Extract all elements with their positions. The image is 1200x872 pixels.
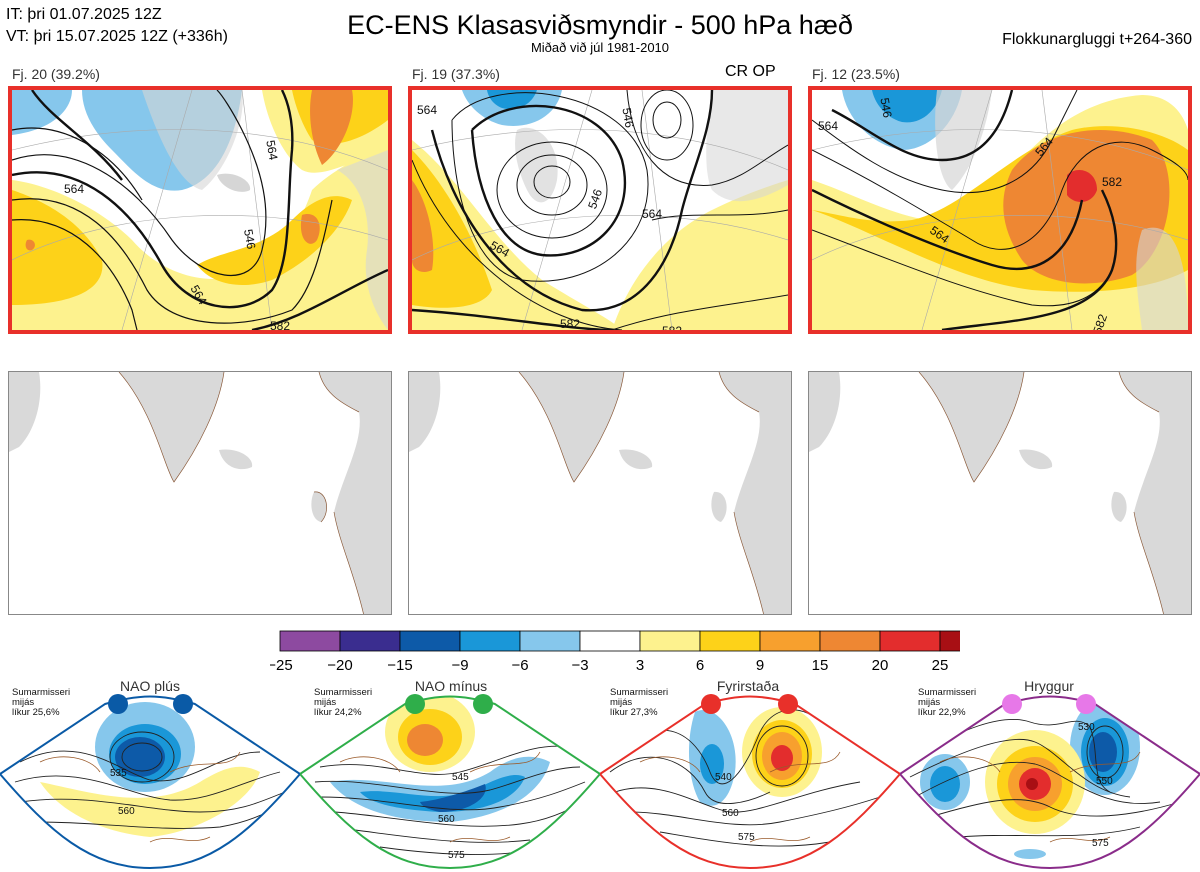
- regime-info: Sumarmisseri mijás líkur 24,2%: [314, 687, 373, 718]
- regime-blocking-chart: 540 560 575: [600, 694, 900, 870]
- colorbar-tick-label: 9: [756, 657, 764, 674]
- cluster-2-map[interactable]: 564 546 546 564 564 582 582: [408, 86, 792, 334]
- contour-label: 535: [110, 768, 127, 779]
- colorbar-swatch: [279, 630, 341, 652]
- colorbar-swatch: [339, 630, 401, 652]
- contour-label: 560: [438, 814, 455, 825]
- operational-tag: CR OP: [725, 63, 776, 80]
- contour-label: 546: [241, 228, 258, 250]
- regime-info: Sumarmisseri mijás líkur 27,3%: [610, 687, 669, 718]
- colorbar-tick-label: 25: [932, 657, 949, 674]
- colorbar-swatch: [819, 630, 881, 652]
- contour-label: 575: [1092, 838, 1109, 849]
- regime-ridge[interactable]: 530 550 575 Sumarmisseri mijás líkur 22,9%…: [900, 672, 1200, 872]
- classification-window: Flokkunargluggi t+264-360: [1002, 31, 1192, 48]
- page-subtitle: Miðað við júl 1981-2010: [530, 40, 670, 55]
- land-map: [9, 372, 391, 614]
- regime-blocking[interactable]: 540 560 575 Sumarmisseri mijás líkur 27,3%…: [600, 672, 900, 872]
- cluster-3-chart: 546 564 564 564 582 582: [812, 90, 1188, 330]
- colorbar-swatch: [639, 630, 701, 652]
- regime-title: NAO mínus: [414, 678, 488, 694]
- cluster-2-chart: 564 546 546 564 564 582 582: [412, 90, 788, 330]
- regime-nao-minus-chart: 545 560 575: [300, 694, 600, 870]
- colorbar: −25 −20 −15 −9 −6 −3 3 6 9 15 20 25: [270, 630, 960, 674]
- regime-nao-plus-chart: 535 560: [0, 694, 300, 870]
- colorbar-tick-label: −20: [327, 657, 352, 674]
- colorbar-swatch: [879, 630, 941, 652]
- colorbar-swatch: [699, 630, 761, 652]
- cluster-2-label: Fj. 19 (37.3%): [412, 66, 500, 82]
- colorbar-swatch: [759, 630, 821, 652]
- colorbar-tick-label: 6: [696, 657, 704, 674]
- regime-info: Sumarmisseri mijás líkur 25,6%: [12, 687, 71, 718]
- contour-label: 582: [662, 324, 682, 330]
- regime-title: Hryggur: [1024, 678, 1074, 694]
- colorbar-tick-label: −3: [571, 657, 588, 674]
- cluster-1-map[interactable]: 564 564 546 564 582: [8, 86, 392, 334]
- cluster-1-label: Fj. 20 (39.2%): [12, 66, 100, 82]
- valid-time: VT: þri 15.07.2025 12Z (+336h): [6, 28, 228, 45]
- colorbar-tick-label: 3: [636, 657, 644, 674]
- colorbar-swatch: [939, 630, 960, 652]
- colorbar-tick-label: −25: [270, 657, 293, 674]
- contour-label: 582: [1090, 312, 1110, 330]
- contour-label: 546: [877, 97, 894, 119]
- colorbar-swatch: [399, 630, 461, 652]
- contour-label: 560: [118, 806, 135, 817]
- regime-info: Sumarmisseri mijás líkur 22,9%: [918, 687, 977, 718]
- cluster-3-map-empty[interactable]: [808, 371, 1192, 615]
- contour-label: 546: [585, 187, 605, 211]
- land-map: [809, 372, 1191, 614]
- colorbar-swatch: [459, 630, 521, 652]
- cluster-1-map-empty[interactable]: [8, 371, 392, 615]
- contour-label: 582: [560, 317, 580, 330]
- cluster-3-map[interactable]: 546 564 564 564 582 582: [808, 86, 1192, 334]
- contour-label: 564: [64, 182, 84, 196]
- colorbar-tick-label: −15: [387, 657, 412, 674]
- contour-label: 582: [270, 319, 290, 330]
- regime-ridge-chart: 530 550 575: [900, 694, 1200, 870]
- land-map: [409, 372, 791, 614]
- contour-label: 546: [619, 107, 636, 129]
- contour-label: 564: [263, 139, 280, 161]
- contour-label: 560: [722, 808, 739, 819]
- contour-label: 545: [452, 772, 469, 783]
- colorbar-swatch: [519, 630, 581, 652]
- colorbar-swatch: [579, 630, 641, 652]
- regime-nao-plus[interactable]: 535 560 Sumarmisseri mijás líkur 25,6% NAO…: [0, 672, 300, 872]
- regime-nao-minus[interactable]: 545 560 575 Sumarmisseri mijás líkur 24,2%…: [300, 672, 600, 872]
- contour-label: 575: [738, 832, 755, 843]
- colorbar-tick-label: 15: [812, 657, 829, 674]
- colorbar-tick-label: −6: [511, 657, 528, 674]
- colorbar-tick-label: −9: [451, 657, 468, 674]
- page-title: EC-ENS Klasasviðsmyndir - 500 hPa hæð: [347, 10, 853, 40]
- regime-title: NAO plús: [120, 678, 180, 694]
- contour-label: 564: [642, 207, 662, 221]
- contour-label: 530: [1078, 722, 1095, 733]
- regime-title: Fyrirstaða: [716, 678, 780, 694]
- contour-label: 582: [1102, 175, 1122, 189]
- contour-label: 564: [818, 119, 838, 133]
- contour-label: 575: [448, 850, 465, 861]
- contour-label: 540: [715, 772, 732, 783]
- cluster-1-chart: 564 564 546 564 582: [12, 90, 388, 330]
- cluster-3-label: Fj. 12 (23.5%): [812, 66, 900, 82]
- contour-label: 564: [417, 103, 437, 117]
- init-time: IT: þri 01.07.2025 12Z: [6, 6, 162, 23]
- contour-label: 550: [1096, 776, 1113, 787]
- cluster-2-map-empty[interactable]: [408, 371, 792, 615]
- colorbar-tick-label: 20: [872, 657, 889, 674]
- run-info: IT: þri 01.07.2025 12Z VT: þri 15.07.202…: [6, 4, 228, 48]
